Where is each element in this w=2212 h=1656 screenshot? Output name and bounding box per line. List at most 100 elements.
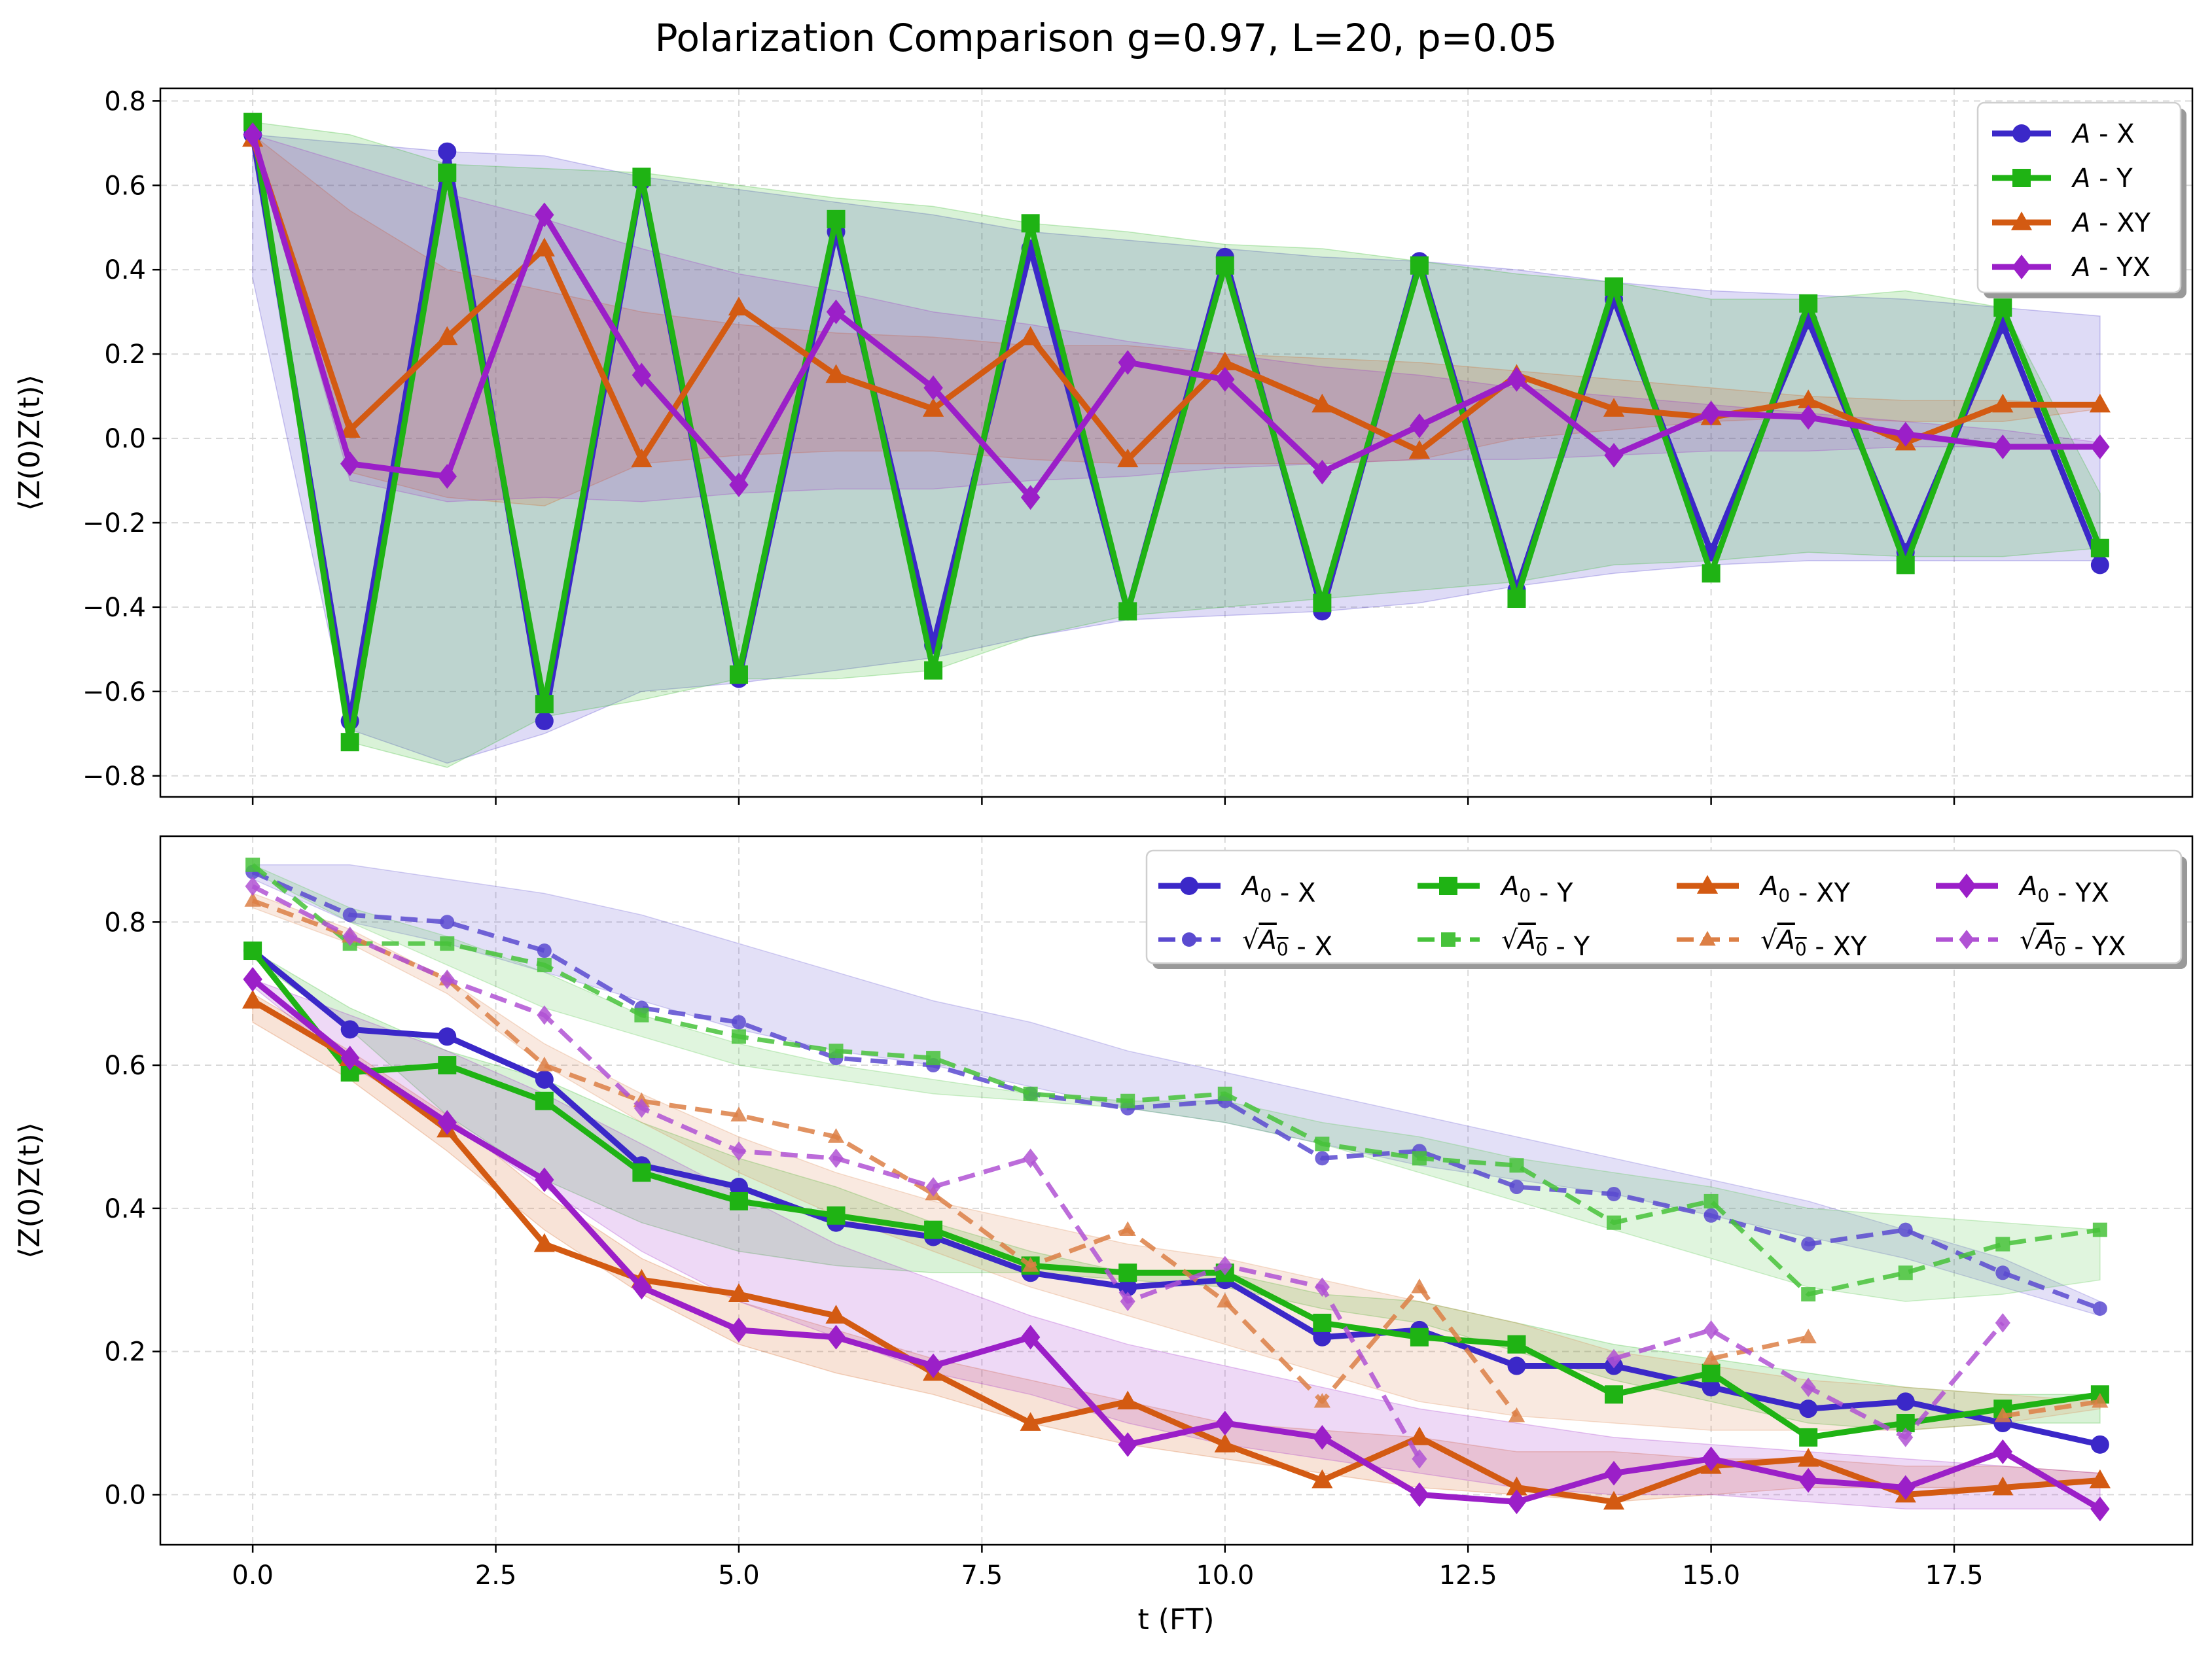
data-point	[634, 1008, 649, 1023]
data-point	[923, 1353, 943, 1379]
data-point	[2090, 1496, 2110, 1522]
data-point	[1603, 1490, 1625, 1510]
data-point	[340, 733, 359, 752]
data-point	[1704, 1208, 1719, 1223]
legend-entry-sqrt-a0-y: √A0 - Y	[1418, 925, 1590, 962]
data-point	[1217, 1086, 1232, 1101]
data-point	[1801, 1287, 1816, 1302]
y-tick-label: −0.8	[82, 762, 146, 792]
data-point	[1119, 1221, 1136, 1237]
legend-entry-a-y: A - Y	[1992, 164, 2133, 194]
legend-marker	[2012, 124, 2031, 143]
series-a0-y	[243, 942, 2109, 1447]
legend-marker	[1180, 877, 1198, 895]
x-tick-label: 7.5	[961, 1560, 1003, 1591]
data-point	[827, 1206, 846, 1225]
legend-label: A0 - YX	[2018, 872, 2109, 908]
series-line-a0-yx	[251, 977, 2102, 1512]
data-point	[1315, 1136, 1330, 1152]
series-line-a-y	[249, 121, 2103, 745]
data-point	[537, 957, 552, 972]
data-point	[1798, 1468, 1818, 1493]
data-point	[631, 448, 652, 468]
data-point	[533, 1233, 555, 1252]
data-point	[533, 238, 555, 256]
data-point	[2090, 434, 2110, 459]
data-point	[440, 936, 455, 951]
grid	[160, 88, 2192, 797]
data-point	[1799, 1400, 1818, 1418]
data-point	[1313, 1328, 1332, 1347]
data-point	[537, 943, 552, 959]
data-point	[1217, 1292, 1234, 1308]
data-point	[1023, 1086, 1038, 1101]
legend-marker	[1696, 875, 1719, 894]
data-point	[632, 362, 652, 388]
data-point	[1021, 214, 1040, 233]
data-point	[1507, 366, 1527, 392]
legend: A - X A - Y A - XY A - YX	[1976, 101, 2186, 298]
data-point	[728, 296, 750, 316]
legend-label: A - Y	[2071, 164, 2133, 194]
data-point	[2090, 555, 2109, 574]
data-point	[1801, 1237, 1816, 1252]
data-point	[1701, 400, 1721, 426]
data-point	[438, 163, 457, 182]
data-point	[828, 1148, 844, 1169]
legend-marker	[1441, 932, 1455, 947]
data-point	[535, 695, 554, 714]
legend-label: A0 - Y	[1499, 872, 1573, 908]
y-tick-label: 0.2	[104, 1337, 146, 1367]
data-point	[1020, 485, 1041, 510]
data-point	[1605, 1385, 1624, 1404]
y-tick-label: 0.6	[104, 171, 146, 201]
legend-box	[1145, 849, 2183, 964]
data-point	[1118, 350, 1137, 375]
data-point	[1798, 404, 1818, 430]
data-point	[243, 966, 262, 992]
x-tick-label: 2.5	[475, 1560, 517, 1591]
data-point	[1117, 1390, 1139, 1410]
data-point	[339, 419, 361, 438]
data-point	[632, 1163, 651, 1182]
data-point	[2089, 1469, 2111, 1489]
data-point	[2092, 1222, 2107, 1237]
data-point	[826, 299, 846, 325]
legend-entry-sqrt-a0-x: √A0 - X	[1158, 925, 1332, 962]
data-point	[729, 472, 749, 497]
data-point	[2090, 538, 2109, 557]
data-point	[439, 969, 455, 989]
data-point	[535, 202, 554, 228]
data-point	[1507, 1356, 1526, 1375]
data-point	[1702, 1350, 1720, 1365]
data-point	[632, 1275, 652, 1300]
data-point	[729, 1178, 748, 1197]
legend-box	[1976, 101, 2182, 294]
data-point	[1800, 1377, 1816, 1398]
legend-entry-a0-xy: A0 - XY	[1677, 872, 1850, 908]
data-point	[1702, 564, 1721, 583]
data-point	[729, 665, 748, 684]
legend-label: A - YX	[2071, 253, 2150, 283]
data-point	[340, 451, 360, 476]
series-line-a0-xy	[251, 998, 2101, 1505]
data-point	[1311, 393, 1333, 413]
data-point	[1311, 1469, 1333, 1489]
legend-entry-a-yx: A - YX	[1992, 253, 2150, 283]
band-sqrt-a0-xy	[252, 892, 2101, 1431]
data-point	[731, 1029, 746, 1044]
data-point	[1898, 1265, 1913, 1280]
data-point	[1896, 421, 1916, 447]
data-point	[1118, 1263, 1137, 1282]
y-axis-label: ⟨Z(0)Z(t)⟩	[13, 374, 46, 511]
series-a-y	[243, 113, 2109, 752]
series-a-yx	[243, 122, 2110, 510]
data-point	[825, 364, 847, 383]
data-point	[1993, 298, 2012, 317]
data-point	[1506, 1476, 1527, 1496]
series-line-a0-y	[250, 949, 2101, 1441]
data-point	[242, 989, 264, 1009]
data-point	[731, 1015, 746, 1030]
x-tick-label: 17.5	[1925, 1560, 1983, 1591]
y-tick-label: 0.4	[104, 1194, 146, 1224]
